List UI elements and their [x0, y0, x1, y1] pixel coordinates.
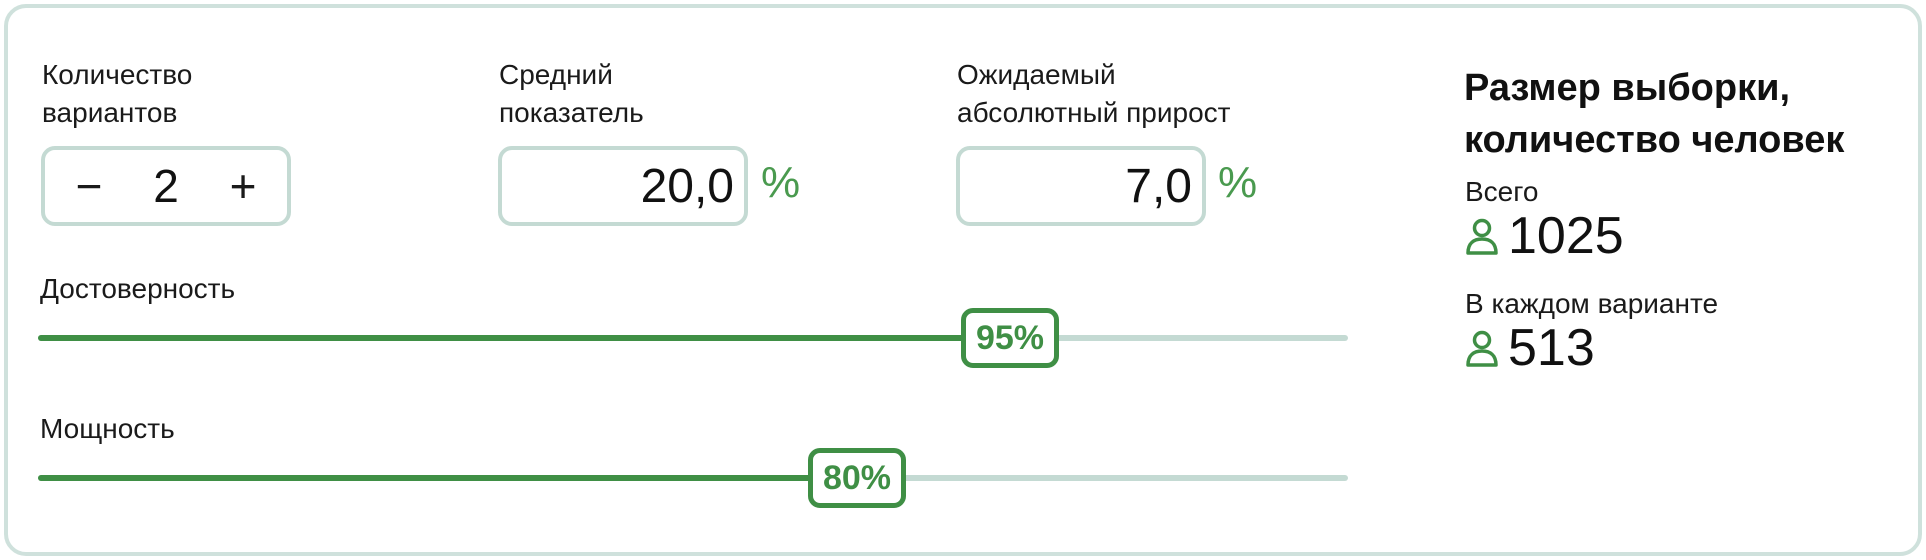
mean-unit: %: [761, 158, 801, 207]
power-slider-handle[interactable]: 80%: [808, 448, 906, 508]
result-title: Размер выборки, количество человек: [1464, 62, 1904, 166]
mean-label: Средний показатель: [499, 56, 644, 132]
growth-label-line1: Ожидаемый: [957, 59, 1116, 90]
sample-size-calculator-card: [4, 4, 1922, 556]
power-label: Мощность: [40, 413, 175, 444]
confidence-slider[interactable]: 95%: [38, 308, 1348, 368]
person-icon: [1466, 218, 1498, 255]
per-variant-label: В каждом варианте: [1465, 288, 1719, 319]
growth-input[interactable]: [960, 150, 1202, 222]
increment-button[interactable]: +: [229, 160, 257, 212]
power-slider[interactable]: 80%: [38, 448, 1348, 508]
variants-value: 2: [153, 160, 179, 212]
variants-label-line2: вариантов: [42, 97, 178, 128]
total-value-row: 1025: [1464, 206, 1624, 266]
growth-field[interactable]: [956, 146, 1206, 226]
per-variant-value: 513: [1508, 319, 1595, 377]
decrement-button[interactable]: −: [75, 160, 103, 212]
total-label: Всего: [1465, 176, 1539, 207]
variants-label: Количество вариантов: [42, 56, 192, 132]
confidence-label: Достоверность: [40, 273, 236, 304]
growth-unit: %: [1218, 158, 1258, 207]
confidence-slider-handle[interactable]: 95%: [961, 308, 1059, 368]
mean-input[interactable]: [502, 150, 744, 222]
confidence-slider-fill: [38, 335, 1010, 341]
mean-label-line1: Средний: [499, 59, 613, 90]
result-title-line1: Размер выборки,: [1464, 67, 1791, 109]
total-value: 1025: [1508, 207, 1624, 265]
person-icon: [1466, 330, 1498, 367]
growth-label: Ожидаемый абсолютный прирост: [957, 56, 1230, 132]
result-title-line2: количество человек: [1464, 119, 1845, 161]
per-variant-value-row: 513: [1464, 318, 1595, 378]
variants-label-line1: Количество: [42, 59, 193, 90]
growth-label-line2: абсолютный прирост: [957, 97, 1231, 128]
variants-stepper[interactable]: − 2 +: [41, 146, 291, 226]
mean-label-line2: показатель: [499, 97, 644, 128]
mean-field[interactable]: [498, 146, 748, 226]
power-slider-fill: [38, 475, 857, 481]
